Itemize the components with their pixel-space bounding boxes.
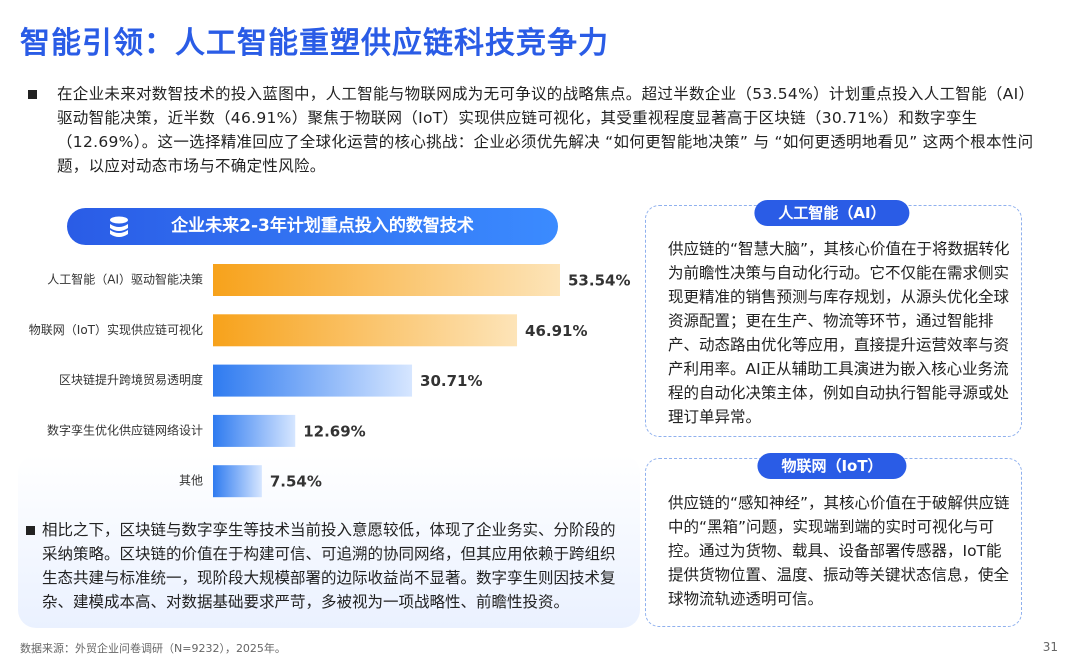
bar: [213, 414, 296, 447]
page-number: 31: [1042, 640, 1058, 654]
note-panel: [18, 455, 640, 628]
card-title: 物联网（IoT）: [757, 453, 907, 479]
value-label: 46.91%: [525, 322, 587, 340]
bar: [213, 314, 518, 347]
bar: [213, 364, 413, 397]
value-label: 7.54%: [270, 473, 322, 491]
database-icon: [110, 216, 128, 237]
card-title: 人工智能（AI）: [754, 200, 910, 226]
value-label: 12.69%: [303, 422, 365, 440]
chart-title-pill: 企业未来2-3年计划重点投入的数智技术: [67, 208, 558, 245]
card-text: 供应链的“智慧大脑”，其核心价值在于将数据转化为前瞻性决策与自动化行动。它不仅能…: [668, 240, 1010, 426]
intro-text: 在企业未来对数智技术的投入蓝图中，人工智能与物联网成为无可争议的战略焦点。超过半…: [57, 85, 1035, 175]
bullet: [26, 526, 35, 535]
bar: [213, 465, 262, 498]
value-label: 30.71%: [420, 372, 482, 390]
chart-title: 企业未来2-3年计划重点投入的数智技术: [171, 216, 474, 236]
slide-title: 智能引领：人工智能重塑供应链科技竞争力: [20, 26, 609, 61]
source-note: 数据来源：外贸企业问卷调研（N=9232），2025年。: [20, 642, 286, 655]
bar: [213, 264, 560, 296]
value-label: 53.54%: [568, 272, 630, 290]
note-text: 相比之下，区块链与数字孪生等技术当前投入意愿较低，体现了企业务实、分阶段的采纳策…: [42, 521, 616, 611]
card-text: 供应链的“感知神经”，其核心价值在于破解供应链中的“黑箱”问题，实现端到端的实时…: [668, 494, 1010, 608]
category-label: 区块链提升跨境贸易透明度: [59, 372, 203, 387]
category-label: 人工智能（AI）驱动智能决策: [47, 272, 203, 287]
category-label: 物联网（IoT）实现供应链可视化: [29, 322, 203, 337]
bar-chart: 人工智能（AI）驱动智能决策 53.54% 物联网（IoT）实现供应链可视化 46.9…: [29, 264, 630, 498]
category-label: 其他: [179, 474, 203, 488]
bullet: [28, 90, 37, 99]
category-label: 数字孪生优化供应链网络设计: [47, 422, 203, 437]
